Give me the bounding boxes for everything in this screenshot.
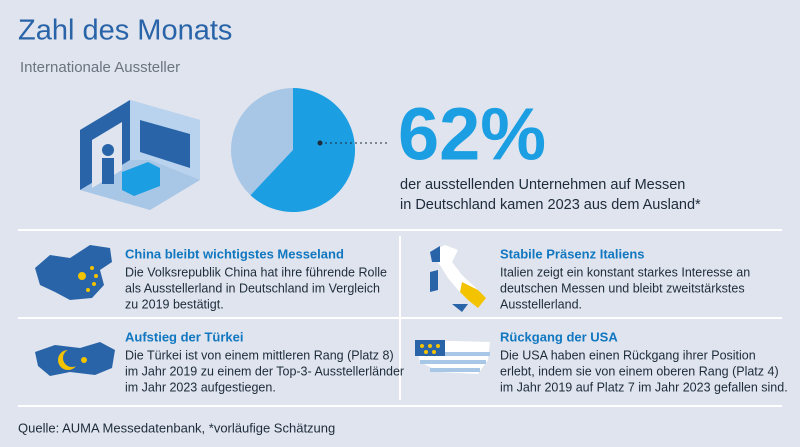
card-heading: Aufstieg der Türkei (125, 329, 243, 344)
italy-map (430, 245, 486, 312)
dividers (18, 229, 782, 407)
card-text: im Jahr 2019 zu einem der Top-3- Ausstel… (125, 364, 404, 378)
card-text: Die Türkei ist von einem mittleren Rang … (125, 348, 394, 362)
card-text: erlebt, indem sie von einem oberen Rang … (500, 364, 779, 378)
card-heading: Stabile Präsenz Italiens (500, 246, 645, 261)
card-text: Die Volksrepublik China hat ihre führend… (125, 265, 387, 279)
leader-dot (317, 140, 323, 146)
card-heading: Rückgang der USA (500, 329, 618, 344)
card-text: Die USA haben einen Rückgang ihrer Posit… (500, 348, 756, 362)
caption: der ausstellenden Unternehmen auf Messen (400, 177, 685, 193)
card-text: zu 2019 bestätigt. (125, 297, 224, 311)
card-text: im Jahr 2019 auf Platz 7 im Jahr 2023 ge… (500, 380, 788, 394)
usa-map (415, 340, 490, 374)
card-heading: China bleibt wichtigstes Messeland (125, 246, 344, 261)
card-text: im Jahr 2023 aufgestiegen. (125, 380, 276, 394)
card-text: Italien zeigt ein konstant starkes Inter… (500, 265, 750, 279)
booth-icon (80, 100, 200, 210)
pie-slice (250, 88, 355, 212)
card-text: als Ausstellerland in Deutschland im Ver… (125, 281, 380, 295)
title: Zahl des Monats (18, 15, 232, 47)
turkey-map (35, 342, 115, 376)
caption: in Deutschland kamen 2023 aus dem Auslan… (400, 197, 701, 213)
china-map (35, 245, 112, 300)
card-text: Ausstellerland. (500, 297, 582, 311)
pie-chart (231, 88, 355, 212)
card-text: deutschen Messen und bleibt zweitstärkst… (500, 281, 745, 295)
subtitle: Internationale Aussteller (20, 59, 180, 76)
cards: China bleibt wichtigstes Messeland Die Vo… (125, 246, 788, 394)
source: Quelle: AUMA Messedatenbank, *vorläufige… (18, 420, 335, 435)
value-label: 62% (398, 93, 546, 176)
